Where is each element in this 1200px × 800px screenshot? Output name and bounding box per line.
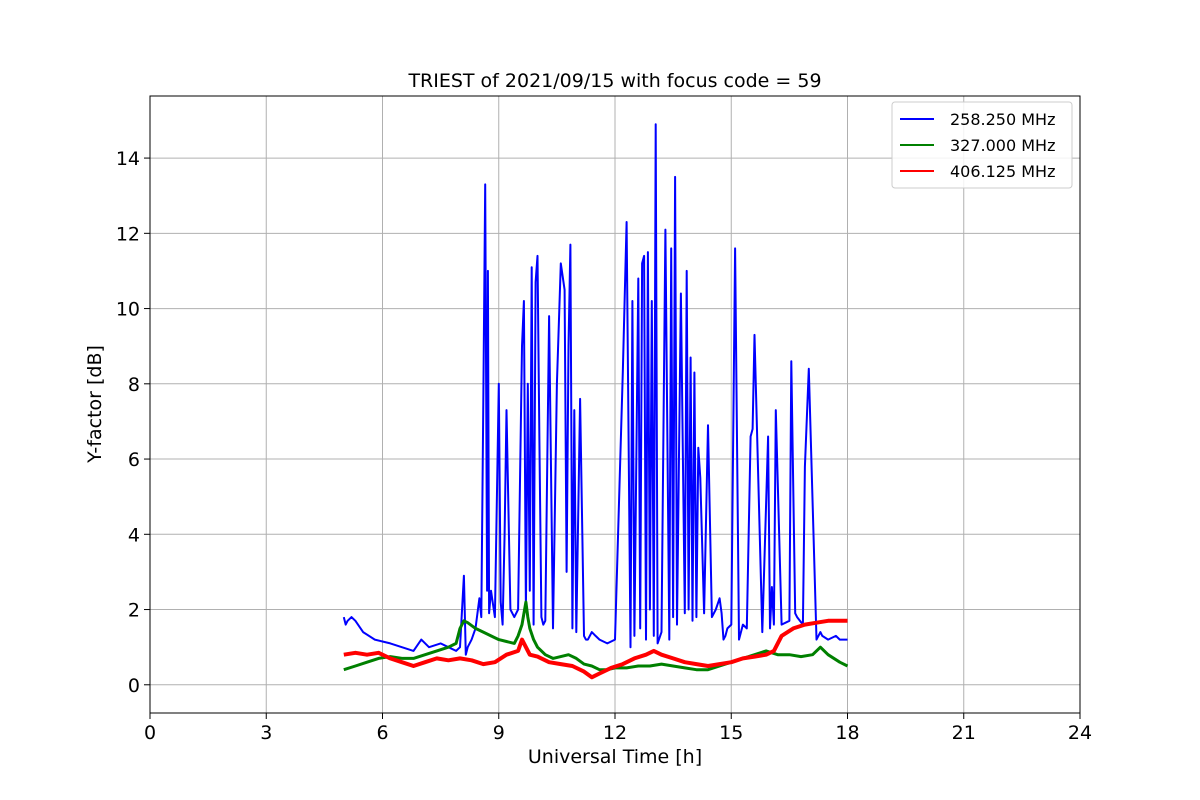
x-tick-label: 15 [719,722,743,744]
y-tick-label: 8 [128,374,140,396]
y-tick-label: 14 [116,148,140,170]
y-tick-label: 4 [128,524,140,546]
legend-label-327: 327.000 MHz [950,136,1055,155]
series-line-258-250 [342,123,848,656]
y-tick-label: 2 [128,600,140,622]
x-tick-label: 3 [260,722,272,744]
x-axis-ticks: 0 3 6 9 12 15 18 21 24 [144,713,1092,744]
legend-label-258: 258.250 MHz [950,110,1055,129]
legend-box [891,101,1073,189]
series-line-406-125 [343,618,848,680]
x-tick-label: 18 [835,722,859,744]
x-tick-label: 9 [493,722,505,744]
x-tick-label: 21 [952,722,976,744]
x-tick-label: 24 [1068,722,1092,744]
legend: 258.250 MHz 327.000 MHz 406.125 MHz [891,101,1073,189]
x-axis-label: Universal Time [h] [528,746,702,768]
legend-label-406: 406.125 MHz [950,162,1055,181]
x-tick-label: 6 [376,722,388,744]
y-axis-ticks: 0 2 4 6 8 10 12 14 [116,148,150,697]
x-tick-label: 0 [144,722,156,744]
x-tick-label: 12 [603,722,627,744]
y-tick-label: 12 [116,223,140,245]
grid [149,96,1081,713]
y-tick-label: 10 [116,299,140,321]
plot-area [342,123,849,680]
y-tick-label: 0 [128,675,140,697]
y-axis-label: Y-factor [dB] [84,345,106,464]
chart-title: TRIEST of 2021/09/15 with focus code = 5… [407,70,821,92]
y-tick-label: 6 [128,449,140,471]
